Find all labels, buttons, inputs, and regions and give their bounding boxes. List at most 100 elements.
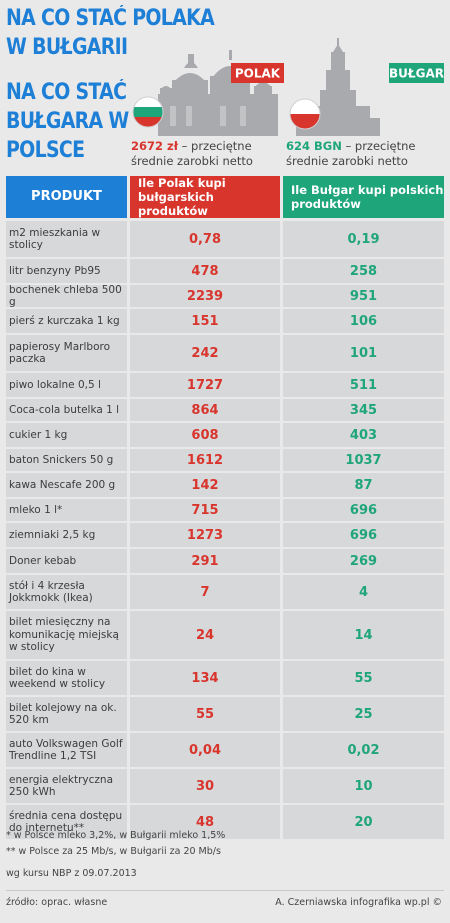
bulgar-value: 0,19 — [283, 221, 444, 257]
salary-bulgaria-amount: 624 BGN — [286, 139, 342, 153]
polak-value: 864 — [130, 399, 280, 421]
product-name: bilet kolejowy na ok. 520 km — [6, 697, 127, 731]
product-name: Coca-cola butelka 1 l — [6, 399, 127, 421]
salary-poland-text: – przeciętne średnie zarobki netto — [131, 139, 253, 168]
product-name: bilet miesięczny na komunikację miejską … — [6, 611, 127, 659]
polak-value: 478 — [130, 259, 280, 283]
table-row: mleko 1 l* 715 696 — [6, 497, 444, 521]
product-name: bilet do kina w weekend w stolicy — [6, 661, 127, 695]
table-row: Doner kebab 291 269 — [6, 547, 444, 573]
salary-bulgaria: 624 BGN – przeciętne średnie zarobki net… — [286, 139, 444, 171]
polak-value: 48 — [130, 805, 280, 839]
table-row: litr benzyny Pb95 478 258 — [6, 257, 444, 283]
credit-note: A. Czerniawska infografika wp.pl © — [275, 897, 442, 908]
bulgar-value: 87 — [283, 473, 444, 497]
polak-value: 151 — [130, 309, 280, 333]
footnote-milk: * w Polsce mleko 3,2%, w Bułgarii mleko … — [6, 830, 226, 841]
salary-poland-amount: 2672 zł — [131, 139, 178, 153]
polak-value: 1727 — [130, 373, 280, 397]
product-name: Doner kebab — [6, 549, 127, 573]
exchange-rate-note: wg kursu NBP z 09.07.2013 — [6, 868, 137, 879]
footnote-internet: ** w Polsce za 25 Mb/s, w Bułgarii za 20… — [6, 846, 221, 857]
product-name: kawa Nescafe 200 g — [6, 473, 127, 497]
bulgar-value: 25 — [283, 697, 444, 731]
table-row: cukier 1 kg 608 403 — [6, 421, 444, 447]
comparison-table: m2 mieszkania w stolicy 0,78 0,19 litr benz… — [6, 219, 444, 839]
product-name: papierosy Marlboro paczka — [6, 335, 127, 371]
product-name: auto Volkswagen Golf Trendline 1,2 TSI — [6, 733, 127, 767]
table-row: bilet miesięczny na komunikację miejską … — [6, 609, 444, 659]
polak-value: 134 — [130, 661, 280, 695]
cathedral-icon — [158, 50, 278, 136]
bulgar-value: 951 — [283, 285, 444, 307]
polak-value: 142 — [130, 473, 280, 497]
header-product: PRODUKT — [6, 176, 127, 218]
table-row: auto Volkswagen Golf Trendline 1,2 TSI 0,… — [6, 731, 444, 767]
bulgar-value: 403 — [283, 423, 444, 447]
product-name: ziemniaki 2,5 kg — [6, 523, 127, 547]
polak-value: 715 — [130, 499, 280, 521]
landmarks-illustration: POLAK BUŁGAR — [132, 38, 444, 136]
source-note: źródło: oprac. własne — [6, 897, 108, 908]
polak-value: 7 — [130, 575, 280, 609]
product-name: cukier 1 kg — [6, 423, 127, 447]
polak-value: 1612 — [130, 449, 280, 471]
poland-flag-icon — [289, 98, 321, 130]
polak-value: 0,78 — [130, 221, 280, 257]
table-row: bochenek chleba 500 g 2239 951 — [6, 283, 444, 308]
product-name: stół i 4 krzesła Jokkmokk (Ikea) — [6, 575, 127, 609]
bulgar-value: 10 — [283, 769, 444, 803]
title-bulgaria: NA CO STAĆ BUŁGARA W POLSCE — [6, 80, 129, 163]
polak-value: 1273 — [130, 523, 280, 547]
bulgar-value: 20 — [283, 805, 444, 839]
polak-value: 242 — [130, 335, 280, 371]
polak-value: 24 — [130, 611, 280, 659]
polak-value: 291 — [130, 549, 280, 573]
polak-badge-label: POLAK — [235, 67, 281, 81]
bulgaria-flag-icon — [132, 96, 164, 128]
bulgar-value: 101 — [283, 335, 444, 371]
bulgar-value: 1037 — [283, 449, 444, 471]
product-name: piwo lokalne 0,5 l — [6, 373, 127, 397]
bulgar-badge — [389, 63, 444, 83]
product-name: bochenek chleba 500 g — [6, 284, 127, 308]
bulgar-value: 269 — [283, 549, 444, 573]
table-row: pierś z kurczaka 1 kg 151 106 — [6, 307, 444, 333]
bulgar-badge-label: BUŁGAR — [389, 67, 444, 81]
polak-value: 0,04 — [130, 733, 280, 767]
product-name: średnia cena dostępu do internetu** — [6, 805, 127, 839]
bulgar-value: 0,02 — [283, 733, 444, 767]
product-name: pierś z kurczaka 1 kg — [6, 309, 127, 333]
table-row: baton Snickers 50 g 1612 1037 — [6, 447, 444, 471]
polak-value: 608 — [130, 423, 280, 447]
polak-value: 30 — [130, 769, 280, 803]
product-name: litr benzyny Pb95 — [6, 259, 127, 283]
header-polak: Ile Polak kupi bułgarskich produktów — [130, 176, 280, 218]
product-name: baton Snickers 50 g — [6, 449, 127, 471]
polak-value: 55 — [130, 697, 280, 731]
polak-badge — [231, 63, 284, 83]
table-row: kawa Nescafe 200 g 142 87 — [6, 471, 444, 497]
table-row: Coca-cola butelka 1 l 864 345 — [6, 397, 444, 421]
bulgar-value: 106 — [283, 309, 444, 333]
table-row: piwo lokalne 0,5 l 1727 511 — [6, 371, 444, 397]
bulgar-value: 696 — [283, 499, 444, 521]
product-name: m2 mieszkania w stolicy — [6, 221, 127, 257]
bulgar-value: 696 — [283, 523, 444, 547]
product-name: mleko 1 l* — [6, 499, 127, 521]
table-row: stół i 4 krzesła Jokkmokk (Ikea) 7 4 — [6, 573, 444, 609]
salary-poland: 2672 zł – przeciętne średnie zarobki net… — [131, 139, 277, 171]
bulgar-value: 4 — [283, 575, 444, 609]
bulgar-value: 14 — [283, 611, 444, 659]
title-poland: NA CO STAĆ POLAKA W BUŁGARII — [6, 6, 215, 60]
bulgar-value: 511 — [283, 373, 444, 397]
bulgar-value: 55 — [283, 661, 444, 695]
table-row: energia elektryczna 250 kWh 30 10 — [6, 767, 444, 803]
table-row: średnia cena dostępu do internetu** 48 20 — [6, 803, 444, 839]
footer-divider — [6, 890, 444, 891]
table-row: ziemniaki 2,5 kg 1273 696 — [6, 521, 444, 547]
table-row: bilet kolejowy na ok. 520 km 55 25 — [6, 695, 444, 731]
table-row: bilet do kina w weekend w stolicy 134 55 — [6, 659, 444, 695]
salary-bulgaria-text: – przeciętne średnie zarobki netto — [286, 139, 416, 168]
header-bulgar: Ile Bułgar kupi polskich produktów — [283, 176, 444, 218]
